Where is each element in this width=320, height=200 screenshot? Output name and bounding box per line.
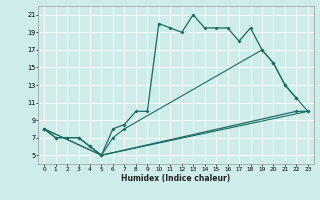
X-axis label: Humidex (Indice chaleur): Humidex (Indice chaleur) [121,174,231,183]
